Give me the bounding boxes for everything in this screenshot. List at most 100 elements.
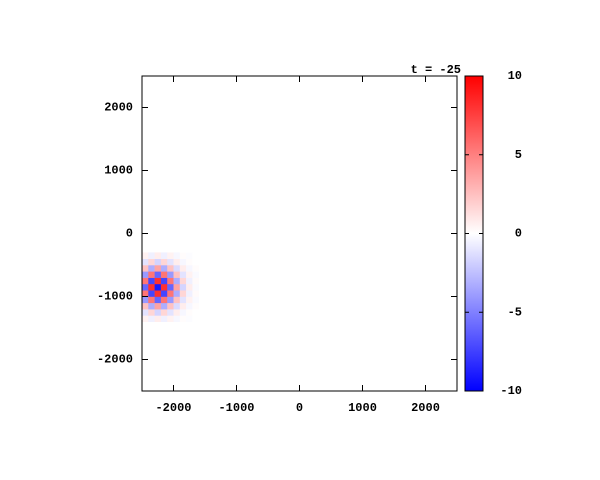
x-tick-label: 0 xyxy=(296,401,303,415)
heatmap-cell xyxy=(142,252,149,259)
heatmap-cell xyxy=(167,265,174,272)
colorbar-tick-label: 0 xyxy=(515,227,522,241)
heatmap-cell xyxy=(186,271,193,278)
heatmap-cell xyxy=(142,296,149,304)
heatmap-cell xyxy=(179,271,187,278)
heatmap-cell xyxy=(192,309,199,316)
heatmap-cell xyxy=(186,309,193,316)
heatmap-cell xyxy=(148,296,155,304)
heatmap-cell xyxy=(192,265,199,272)
heatmap-cell xyxy=(167,252,174,259)
heatmap-cell xyxy=(192,290,199,297)
y-tick-label: 0 xyxy=(126,227,133,241)
heatmap-cell xyxy=(173,258,181,266)
heatmap-cell xyxy=(160,309,168,316)
heatmap-cell xyxy=(160,296,168,304)
heatmap-cell xyxy=(173,265,181,272)
heatmap-cell xyxy=(186,252,193,259)
y-tick-label: -2000 xyxy=(97,353,133,367)
heatmap-cell xyxy=(186,315,193,322)
heatmap-cell xyxy=(142,265,149,272)
heatmap-cell xyxy=(192,296,199,304)
y-tick-label: 1000 xyxy=(104,164,133,178)
heatmap-cell xyxy=(192,258,199,266)
heatmap-cell xyxy=(148,290,155,297)
x-tick-label: 2000 xyxy=(411,401,440,415)
heatmap-cell xyxy=(167,277,174,285)
x-tick-label: 1000 xyxy=(348,401,377,415)
heatmap-cell xyxy=(192,271,199,278)
heatmap-cell xyxy=(179,265,187,272)
heatmap-cell xyxy=(154,302,162,310)
heatmap-cell xyxy=(154,296,162,304)
heatmap-cell xyxy=(186,302,193,310)
colorbar-tick-label: -5 xyxy=(508,305,522,319)
heatmap-cell xyxy=(179,309,187,316)
heatmap-cell xyxy=(179,258,187,266)
heatmap-cell xyxy=(154,283,162,291)
heatmap-cell xyxy=(173,302,181,310)
heatmap-cell xyxy=(148,265,155,272)
heatmap-cell xyxy=(154,290,162,297)
heatmap-cell xyxy=(173,277,181,285)
heatmap-cell xyxy=(173,290,181,297)
heatmap-cell xyxy=(160,290,168,297)
heatmap-cell xyxy=(148,302,155,310)
heatmap-cell xyxy=(154,265,162,272)
heatmap-cell xyxy=(179,315,187,322)
heatmap-cell xyxy=(148,271,155,278)
heatmap-cell xyxy=(160,302,168,310)
heatmap-cell xyxy=(142,283,149,291)
heatmap-cell xyxy=(142,271,149,278)
heatmap-cell xyxy=(167,271,174,278)
heatmap-cell xyxy=(173,315,181,322)
heatmap-cell xyxy=(186,296,193,304)
heatmap-cell xyxy=(173,252,181,259)
heatmap-cell xyxy=(148,258,155,266)
heatmap-cell xyxy=(192,252,199,259)
heatmap-cell xyxy=(148,315,155,322)
heatmap-cell xyxy=(142,290,149,297)
heatmap-cell xyxy=(173,271,181,278)
heatmap-cell xyxy=(179,302,187,310)
heatmap-cell xyxy=(154,277,162,285)
heatmap-cell xyxy=(160,252,168,259)
heatmap-cell xyxy=(167,283,174,291)
heatmap-cell xyxy=(148,309,155,316)
heatmap-cell xyxy=(167,302,174,310)
heatmap-cell xyxy=(160,315,168,322)
heatmap-cell xyxy=(154,252,162,259)
heatmap-cell xyxy=(179,277,187,285)
heatmap-cell xyxy=(186,277,193,285)
heatmap-cell xyxy=(173,296,181,304)
heatmap-cell xyxy=(160,277,168,285)
heatmap-cell xyxy=(179,283,187,291)
heatmap-cell xyxy=(148,277,155,285)
y-tick-label: 2000 xyxy=(104,101,133,115)
heatmap-cell xyxy=(142,277,149,285)
heatmap-cell xyxy=(142,309,149,316)
heatmap-cell xyxy=(167,258,174,266)
heatmap-cell xyxy=(160,265,168,272)
heatmap-cell xyxy=(154,309,162,316)
heatmap-cell xyxy=(160,271,168,278)
heatmap-cell xyxy=(142,258,149,266)
heatmap-cell xyxy=(186,258,193,266)
heatmap-cell xyxy=(167,309,174,316)
heatmap-cell xyxy=(179,252,187,259)
colorbar-tick-label: -10 xyxy=(500,384,522,398)
heatmap-cell xyxy=(142,315,149,322)
heatmap-cell xyxy=(160,258,168,266)
heatmap-cell xyxy=(154,271,162,278)
heatmap-cell xyxy=(167,315,174,322)
heatmap-cell xyxy=(154,258,162,266)
heatmap-cell xyxy=(192,302,199,310)
heatmap-cell xyxy=(186,283,193,291)
heatmap-cell xyxy=(192,283,199,291)
heatmap-cell xyxy=(154,315,162,322)
heatmap-cell xyxy=(192,315,199,322)
heatmap-cell xyxy=(186,265,193,272)
heatmap-cell xyxy=(167,290,174,297)
heatmap-cell xyxy=(142,302,149,310)
x-tick-label: -1000 xyxy=(218,401,254,415)
